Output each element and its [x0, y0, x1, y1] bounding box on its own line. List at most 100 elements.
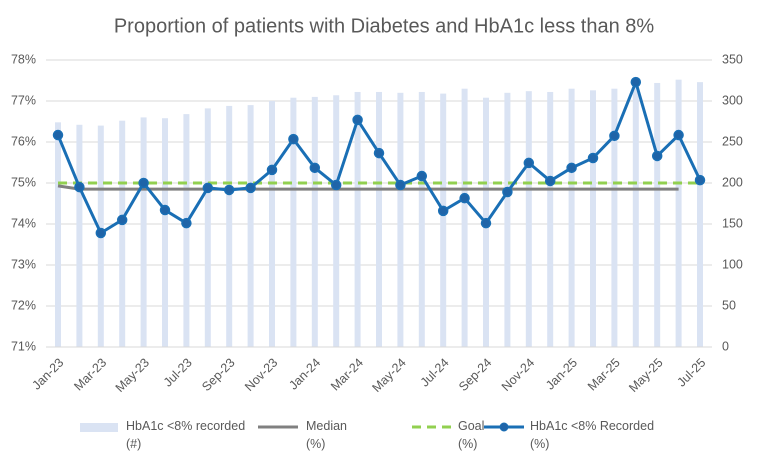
marker [523, 157, 535, 169]
chart-title: Proportion of patients with Diabetes and… [114, 15, 655, 37]
marker [544, 175, 556, 187]
bar [418, 91, 425, 347]
bar [226, 105, 233, 347]
marker [266, 164, 278, 176]
x-tick-label: May-23 [113, 356, 152, 395]
legend-swatch [80, 423, 118, 432]
line [57, 184, 679, 191]
bar [333, 95, 340, 347]
marker [416, 170, 428, 182]
x-tick-label: May-24 [369, 356, 408, 395]
y2-tick-label: 100 [722, 257, 743, 271]
x-tick-label: Sep-23 [199, 356, 237, 394]
marker [95, 227, 107, 239]
y2-tick-label: 250 [722, 134, 743, 148]
x-tick-label: Jan-23 [30, 356, 67, 393]
marker [609, 130, 620, 142]
bar [590, 90, 596, 347]
y-tick-label: 71% [11, 339, 36, 353]
x-tick-label: Mar-24 [328, 356, 366, 394]
bar [461, 88, 468, 347]
marker [288, 133, 299, 145]
bar [183, 114, 190, 348]
bar [525, 91, 532, 347]
marker [181, 217, 192, 229]
marker [437, 205, 449, 217]
marker [352, 114, 363, 126]
marker [309, 162, 321, 174]
bar [440, 93, 447, 348]
bar [611, 88, 618, 347]
bar [697, 82, 703, 347]
y-tick-label: 78% [11, 52, 36, 66]
bar [311, 96, 318, 348]
marker [373, 147, 385, 159]
bar [376, 91, 382, 347]
y2-tick-label: 350 [722, 52, 743, 66]
legend-label: Median (%) [306, 419, 347, 451]
bar [504, 92, 511, 347]
y-tick-label: 77% [11, 93, 36, 107]
x-tick-label: Jul-23 [161, 356, 195, 390]
marker [673, 129, 684, 141]
bar [140, 117, 147, 348]
bar [247, 105, 254, 347]
bar [119, 120, 126, 348]
marker [630, 76, 642, 88]
y-tick-label: 72% [11, 298, 36, 312]
marker [587, 152, 599, 164]
marker [651, 150, 663, 162]
y2-tick-label: 300 [722, 93, 743, 107]
bar [632, 86, 639, 348]
y-tick-label: 73% [11, 257, 36, 271]
x-tick-label: Mar-25 [585, 356, 623, 394]
marker [52, 129, 64, 141]
legend-marker [499, 422, 509, 432]
bar [55, 122, 61, 347]
bar [568, 88, 575, 347]
marker [566, 162, 577, 174]
marker [74, 181, 85, 193]
marker [116, 214, 128, 226]
x-tick-label: Jul-24 [418, 356, 452, 390]
marker [395, 179, 406, 191]
y-tick-label: 75% [11, 175, 36, 189]
marker [459, 192, 470, 204]
bar [675, 79, 682, 348]
x-tick-label: Jan-25 [543, 356, 580, 393]
x-tick-label: May-25 [626, 356, 665, 395]
y2-tick-label: 200 [722, 175, 743, 189]
marker [480, 217, 492, 229]
marker [245, 182, 256, 194]
legend-label: HbA1c <8% recorded (#) [126, 419, 246, 451]
legend-label: HbA1c <8% Recorded (%) [530, 419, 655, 451]
x-tick-label: Jul-25 [674, 356, 708, 390]
bar [354, 91, 361, 347]
y-tick-label: 74% [11, 216, 36, 230]
marker [223, 184, 235, 196]
legend-label: Goal (%) [458, 419, 485, 451]
x-tick-label: Nov-23 [242, 356, 280, 394]
marker [159, 204, 171, 216]
y2-tick-label: 50 [722, 298, 736, 312]
bar [547, 91, 554, 347]
bar [162, 118, 168, 347]
x-tick-label: Jan-24 [286, 356, 323, 393]
bar [654, 82, 661, 348]
y-tick-label: 76% [11, 134, 36, 148]
bar [204, 108, 211, 347]
bar [290, 97, 297, 347]
bar [76, 124, 83, 347]
marker [694, 174, 706, 186]
x-tick-label: Sep-24 [456, 356, 494, 394]
bar [397, 92, 404, 347]
marker [330, 179, 342, 191]
bar [269, 101, 275, 347]
x-tick-label: Mar-23 [71, 356, 109, 394]
marker [202, 182, 214, 194]
marker [138, 177, 149, 189]
x-tick-label: Nov-24 [499, 356, 537, 394]
y2-tick-label: 0 [722, 339, 729, 353]
